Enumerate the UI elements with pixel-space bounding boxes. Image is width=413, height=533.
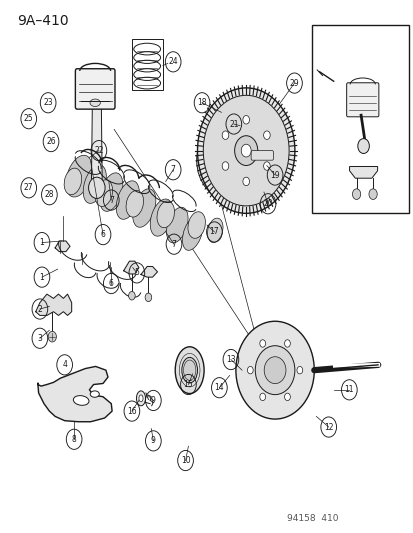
Text: 26: 26 bbox=[46, 137, 56, 146]
Polygon shape bbox=[123, 261, 139, 274]
Text: 20: 20 bbox=[263, 199, 272, 208]
Circle shape bbox=[368, 189, 376, 199]
Text: 7: 7 bbox=[109, 196, 114, 205]
Text: 6: 6 bbox=[100, 230, 105, 239]
Ellipse shape bbox=[95, 180, 112, 206]
Polygon shape bbox=[141, 266, 157, 277]
Text: 7: 7 bbox=[170, 165, 175, 174]
Ellipse shape bbox=[136, 391, 145, 406]
Text: 21: 21 bbox=[228, 119, 238, 128]
Text: 18: 18 bbox=[197, 98, 206, 107]
Circle shape bbox=[234, 136, 257, 165]
Text: 6: 6 bbox=[109, 279, 114, 288]
Text: 19: 19 bbox=[270, 171, 279, 180]
Ellipse shape bbox=[157, 201, 174, 228]
Text: 2: 2 bbox=[38, 304, 42, 313]
Ellipse shape bbox=[139, 395, 143, 402]
Ellipse shape bbox=[181, 358, 197, 383]
Circle shape bbox=[259, 340, 265, 347]
Ellipse shape bbox=[235, 321, 313, 419]
Circle shape bbox=[128, 292, 135, 300]
Text: 7: 7 bbox=[171, 240, 176, 249]
Polygon shape bbox=[36, 294, 71, 316]
Text: 16: 16 bbox=[127, 407, 136, 416]
Ellipse shape bbox=[83, 165, 106, 204]
Text: 1: 1 bbox=[40, 238, 44, 247]
Circle shape bbox=[88, 177, 105, 198]
Text: 8: 8 bbox=[71, 435, 76, 444]
Text: 29: 29 bbox=[289, 78, 299, 87]
Text: 22: 22 bbox=[94, 146, 103, 155]
Circle shape bbox=[259, 393, 265, 401]
Text: 17: 17 bbox=[209, 228, 219, 237]
Circle shape bbox=[284, 340, 290, 347]
Text: 11: 11 bbox=[344, 385, 353, 394]
FancyBboxPatch shape bbox=[75, 69, 115, 109]
Text: 9A–410: 9A–410 bbox=[17, 14, 69, 28]
Text: 3: 3 bbox=[37, 334, 42, 343]
Circle shape bbox=[247, 367, 253, 374]
Text: 27: 27 bbox=[24, 183, 33, 192]
Circle shape bbox=[222, 162, 228, 170]
Text: 15: 15 bbox=[183, 380, 193, 389]
Circle shape bbox=[296, 367, 302, 374]
Text: 12: 12 bbox=[323, 423, 332, 432]
Bar bbox=[132, 39, 162, 90]
Circle shape bbox=[48, 332, 56, 342]
FancyBboxPatch shape bbox=[251, 151, 273, 160]
Circle shape bbox=[263, 131, 270, 140]
Bar bbox=[311, 25, 408, 213]
Text: 1: 1 bbox=[40, 273, 44, 281]
Ellipse shape bbox=[166, 207, 188, 243]
Ellipse shape bbox=[196, 120, 262, 200]
Ellipse shape bbox=[90, 391, 99, 397]
Ellipse shape bbox=[133, 189, 155, 227]
Ellipse shape bbox=[64, 168, 81, 195]
Circle shape bbox=[351, 189, 360, 199]
Ellipse shape bbox=[182, 217, 202, 251]
Circle shape bbox=[242, 116, 249, 124]
Ellipse shape bbox=[255, 346, 294, 394]
Text: 9: 9 bbox=[151, 437, 155, 446]
Circle shape bbox=[284, 393, 290, 401]
Circle shape bbox=[242, 177, 249, 185]
Text: 25: 25 bbox=[24, 114, 33, 123]
Circle shape bbox=[197, 88, 294, 213]
Text: 94158  410: 94158 410 bbox=[287, 514, 338, 523]
Text: 13: 13 bbox=[225, 355, 235, 364]
FancyBboxPatch shape bbox=[346, 83, 378, 117]
Ellipse shape bbox=[100, 173, 123, 212]
Ellipse shape bbox=[116, 181, 139, 219]
Text: 10: 10 bbox=[180, 456, 190, 465]
Ellipse shape bbox=[150, 199, 173, 236]
Text: 23: 23 bbox=[43, 98, 53, 107]
Circle shape bbox=[222, 131, 228, 140]
Ellipse shape bbox=[188, 212, 205, 238]
Ellipse shape bbox=[126, 190, 143, 217]
Ellipse shape bbox=[66, 155, 92, 197]
Polygon shape bbox=[38, 367, 112, 422]
Circle shape bbox=[203, 95, 288, 206]
Ellipse shape bbox=[207, 218, 223, 243]
Text: 9: 9 bbox=[151, 396, 155, 405]
Circle shape bbox=[357, 139, 368, 154]
Ellipse shape bbox=[175, 347, 204, 393]
Ellipse shape bbox=[73, 395, 89, 405]
Ellipse shape bbox=[263, 357, 285, 384]
Text: 14: 14 bbox=[214, 383, 224, 392]
Circle shape bbox=[145, 293, 151, 302]
Text: 24: 24 bbox=[168, 58, 178, 66]
Polygon shape bbox=[55, 241, 70, 252]
Text: 28: 28 bbox=[45, 190, 54, 199]
Text: 4: 4 bbox=[62, 360, 67, 369]
Circle shape bbox=[263, 162, 270, 170]
Ellipse shape bbox=[90, 99, 100, 107]
Text: 5: 5 bbox=[134, 269, 139, 277]
Polygon shape bbox=[349, 166, 377, 178]
Circle shape bbox=[241, 144, 251, 157]
Polygon shape bbox=[91, 107, 102, 182]
